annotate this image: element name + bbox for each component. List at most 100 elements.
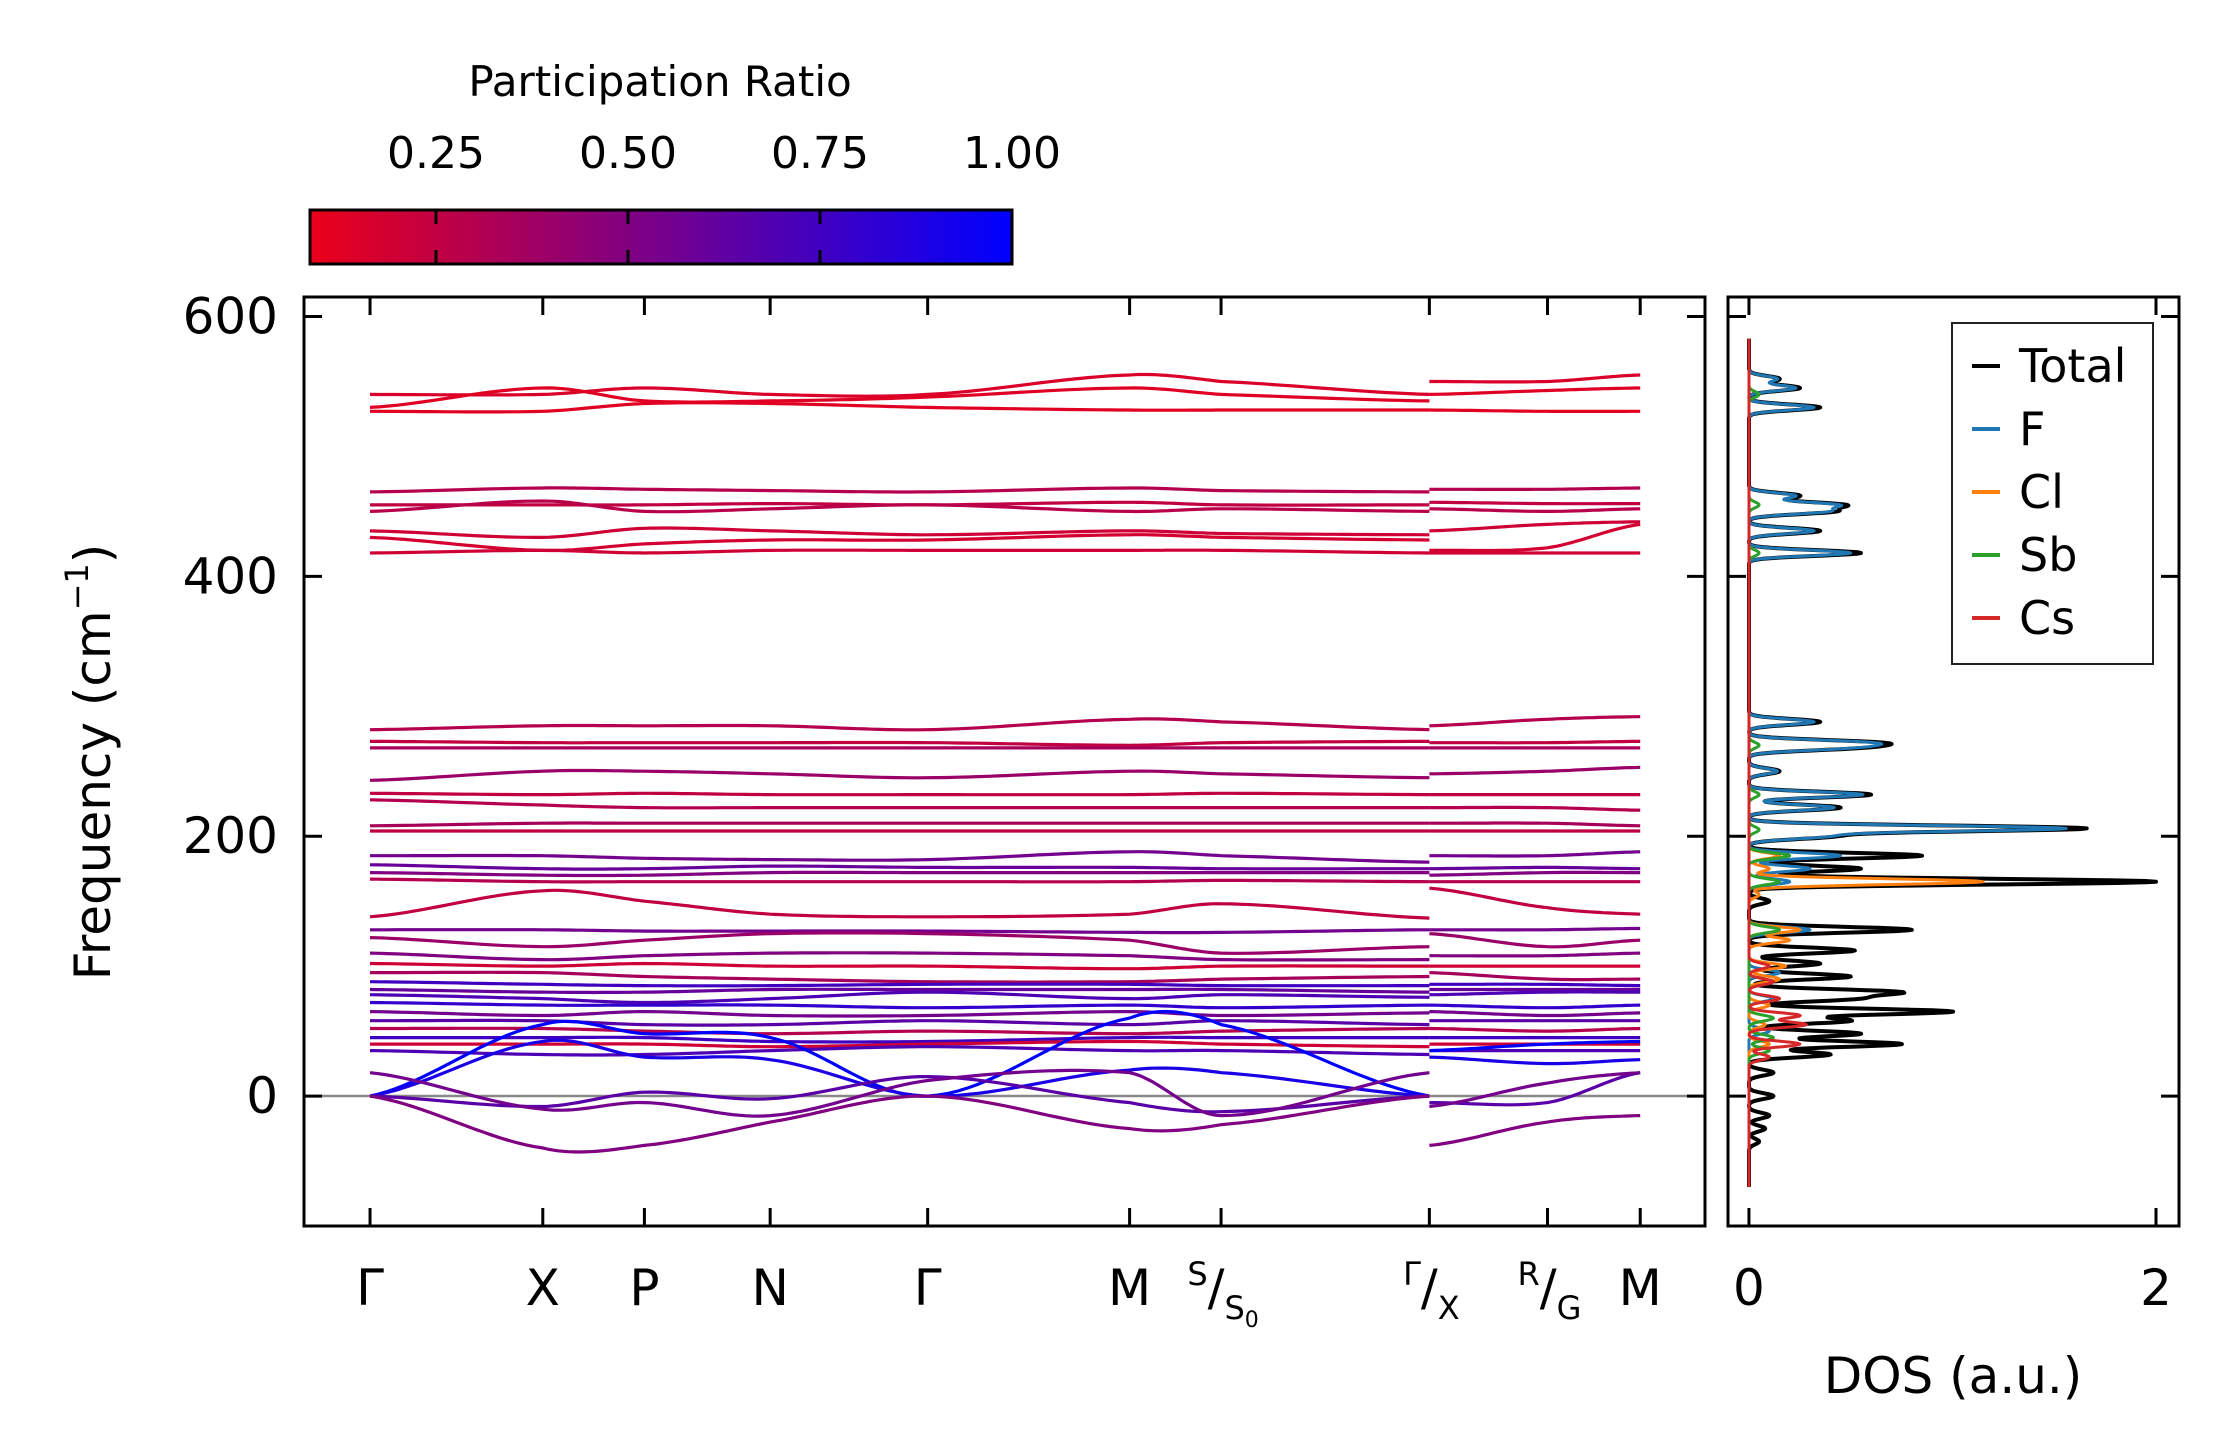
x-tick-label: Γ	[914, 1259, 942, 1317]
band-line	[370, 500, 1430, 507]
x-tick-label: P	[629, 1259, 659, 1317]
y-tick-label: 200	[183, 807, 278, 865]
band-line	[1429, 386, 1641, 396]
band-line	[369, 1009, 1430, 1098]
band-line	[369, 499, 1430, 514]
x-tick-label-den: X	[1438, 1289, 1460, 1327]
band-line	[369, 798, 1430, 810]
x-tick-label-num: Γ	[1403, 1255, 1421, 1293]
band-line	[1429, 1071, 1641, 1109]
band-line	[370, 1039, 1430, 1049]
band-line	[1429, 765, 1641, 776]
band-line	[369, 931, 1430, 955]
x-tick-label-den: S	[1224, 1289, 1244, 1327]
x-tick-label: N	[751, 1259, 788, 1317]
band-line	[369, 768, 1430, 782]
band-line	[369, 386, 1430, 409]
band-line	[369, 980, 1430, 988]
x-tick-label-sep: /	[1208, 1259, 1225, 1317]
band-line	[369, 961, 1430, 971]
legend: Total F Cl Sb Cs	[1951, 322, 2154, 665]
band-line	[1429, 982, 1641, 988]
y-tick-label: 400	[183, 547, 278, 605]
band-line	[1429, 1026, 1641, 1033]
band-line	[1429, 990, 1641, 997]
band-lines	[369, 372, 1641, 1154]
x-tick-label: X	[526, 1259, 560, 1317]
band-line	[370, 401, 1430, 414]
legend-label: Cs	[2019, 591, 2075, 645]
y-tick-label: 600	[183, 287, 278, 345]
band-line	[369, 548, 1430, 555]
x-tick-label-num: S	[1187, 1255, 1207, 1293]
band-line	[369, 877, 1430, 884]
x-tick-label-sep: /	[1540, 1259, 1557, 1317]
band-line	[1429, 715, 1641, 728]
dos-line-cs	[1747, 337, 1808, 1188]
band-line	[369, 717, 1430, 732]
band-line	[369, 1094, 1430, 1154]
band-line	[369, 486, 1430, 494]
band-line	[1429, 373, 1641, 384]
legend-label: F	[2019, 402, 2045, 456]
dos-x-tick-label: 2	[2140, 1259, 2172, 1317]
band-line	[1429, 408, 1641, 413]
band-line	[370, 970, 1430, 984]
x-tick-label: S/S0	[1187, 1255, 1258, 1333]
band-line	[369, 1010, 1430, 1018]
band-line	[370, 850, 1430, 864]
band-line	[369, 863, 1430, 871]
x-tick-label: M	[1619, 1259, 1662, 1317]
colorbar-tick-label: 1.00	[963, 128, 1061, 179]
band-line	[369, 870, 1430, 878]
band-line	[369, 1068, 1430, 1118]
band-line	[369, 526, 1430, 539]
band-line	[1429, 1055, 1641, 1066]
band-line	[1429, 886, 1641, 916]
y-axis-label: Frequency (cm−1)	[58, 544, 122, 981]
band-line	[1429, 926, 1641, 932]
band-line	[1429, 821, 1641, 828]
colorbar-ticks: 0.25 0.50 0.75 1.00	[387, 128, 1061, 264]
legend-label: Total	[2018, 339, 2126, 393]
legend-label: Sb	[2019, 528, 2077, 582]
band-line	[1429, 739, 1641, 745]
band-line	[369, 791, 1430, 797]
band-line	[1429, 486, 1641, 491]
band-line	[370, 739, 1430, 747]
band-line	[1429, 520, 1641, 533]
legend-label: Cl	[2019, 465, 2064, 519]
band-line	[1429, 1010, 1641, 1018]
colorbar-tick-label: 0.25	[387, 128, 485, 179]
band-line	[1429, 1114, 1641, 1147]
colorbar-tick-label: 0.75	[771, 128, 869, 179]
band-line	[1429, 500, 1641, 506]
colorbar: Participation Ratio 0.25 0.50 0.75 1.00	[308, 57, 1061, 266]
band-line	[1429, 1039, 1641, 1053]
band-line	[1429, 870, 1641, 877]
band-line	[1429, 951, 1641, 958]
x-axis-label-dos: DOS (a.u.)	[1824, 1347, 2083, 1405]
x-tick-label: M	[1108, 1259, 1151, 1317]
band-line	[1429, 865, 1641, 871]
x-tick-label-num: R	[1518, 1255, 1540, 1293]
band-line	[1429, 1003, 1641, 1010]
colorbar-gradient	[308, 208, 1014, 266]
band-line	[369, 1045, 1430, 1057]
dos-axes-frame	[1726, 295, 2181, 1228]
band-line	[370, 1035, 1430, 1044]
x-tick-label: Γ/X	[1403, 1255, 1460, 1327]
band-line	[1429, 1071, 1641, 1107]
band-line	[1429, 805, 1641, 812]
band-line	[1429, 522, 1641, 553]
band-line	[1429, 850, 1641, 858]
band-line	[369, 821, 1430, 828]
band-line	[370, 1026, 1430, 1036]
band-line	[369, 1000, 1430, 1010]
colorbar-tick-label: 0.50	[579, 128, 677, 179]
x-tick-label-den: G	[1557, 1289, 1582, 1327]
